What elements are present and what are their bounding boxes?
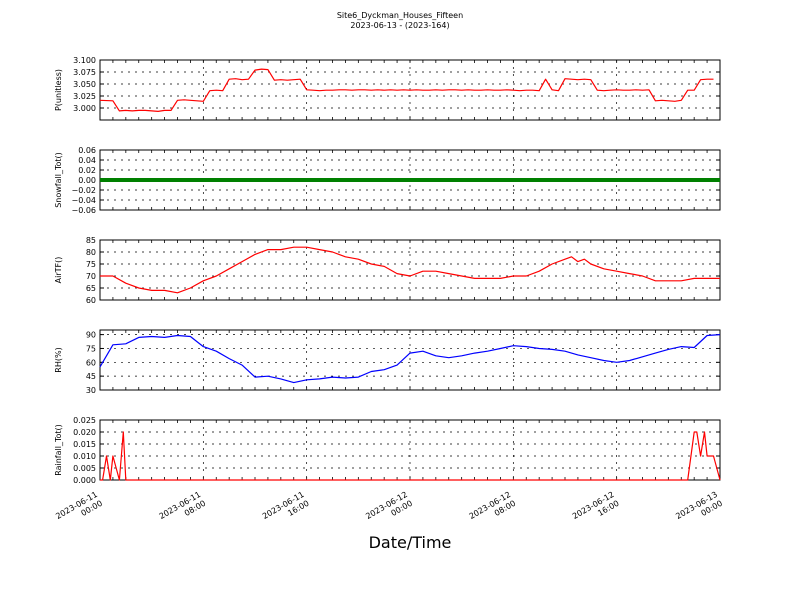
pressure-ytick-label: 3.075 [73,68,96,77]
rel-humidity-panel: 30 45 60 75 90 RH(%) [54,329,721,395]
air-temp-ytick-label: 85 [86,236,96,245]
rainfall-ytick-label: 0.000 [73,476,96,485]
snowfall-ytick-label: 0.04 [78,156,96,165]
pressure-ytick-label: 3.000 [73,104,96,113]
rel-humidity-ytick-label: 45 [86,372,96,381]
chart-subtitle: 2023-06-13 - (2023-164) [350,21,450,30]
air-temp-ylabel: AirTF() [54,257,63,284]
rainfall-ytick-label: 0.020 [73,428,96,437]
air-temp-ytick-label: 80 [86,248,96,257]
air-temp-panel: 60 65 70 75 80 85 AirTF() [54,236,721,305]
rainfall-ytick-label: 0.015 [73,440,96,449]
air-temp-ytick-label: 65 [86,284,96,293]
snowfall-panel: −0.06−0.04−0.020.000.020.040.06 Snowfall_… [54,146,721,215]
snowfall-ytick-label: −0.04 [71,196,96,205]
rel-humidity-ylabel: RH(%) [54,347,63,372]
rel-humidity-ytick-label: 75 [86,344,96,353]
rainfall-series-line [100,431,721,481]
x-axis-title: Date/Time [368,533,452,552]
rel-humidity-ytick-label: 30 [86,386,96,395]
pressure-ytick-label: 3.050 [73,80,96,89]
air-temp-ytick-label: 75 [86,260,96,269]
pressure-ytick-label: 3.100 [73,56,96,65]
rel-humidity-ytick-label: 60 [86,358,96,367]
air-temp-ytick-label: 70 [86,272,96,281]
pressure-series-line [99,68,714,113]
snowfall-ytick-label: −0.06 [71,206,96,215]
snowfall-ylabel: Snowfall_Tot() [54,152,63,208]
pressure-ytick-label: 3.025 [73,92,96,101]
chart-title: Site6_Dyckman_Houses_Fifteen [336,11,464,20]
air-temp-ytick-label: 60 [86,296,96,305]
rainfall-ytick-label: 0.005 [73,464,96,473]
rainfall-ytick-label: 0.025 [73,416,96,425]
x-tick-label: 2023-06-1116:00 [261,490,311,530]
x-tick-label: 2023-06-1216:00 [571,490,621,530]
x-tick-label: 2023-06-1300:00 [674,490,724,530]
snowfall-ytick-label: 0.06 [78,146,96,155]
rainfall-ytick-label: 0.010 [73,452,96,461]
x-tick-label: 2023-06-1200:00 [364,490,414,530]
pressure-ylabel: P(unitless) [54,69,63,111]
snowfall-ytick-label: −0.02 [71,186,96,195]
rel-humidity-ytick-label: 90 [86,331,96,340]
pressure-panel: 3.000 3.025 3.050 3.075 3.100 P(unitless) [54,56,721,121]
x-tick-label: 2023-06-1108:00 [158,490,208,530]
x-tick-label: 2023-06-1208:00 [468,490,518,530]
rainfall-ylabel: Rainfall_Tot() [54,424,63,476]
rainfall-panel: 0.000 0.005 0.010 0.015 0.020 0.025 Rainfall_T… [54,416,721,485]
rel-humidity-series-line [99,334,721,384]
air-temp-series-line [100,246,720,294]
snowfall-ytick-label: 0.02 [78,166,96,175]
x-tick-label: 2023-06-1100:00 [54,490,104,530]
snowfall-ytick-label: 0.00 [78,176,96,185]
